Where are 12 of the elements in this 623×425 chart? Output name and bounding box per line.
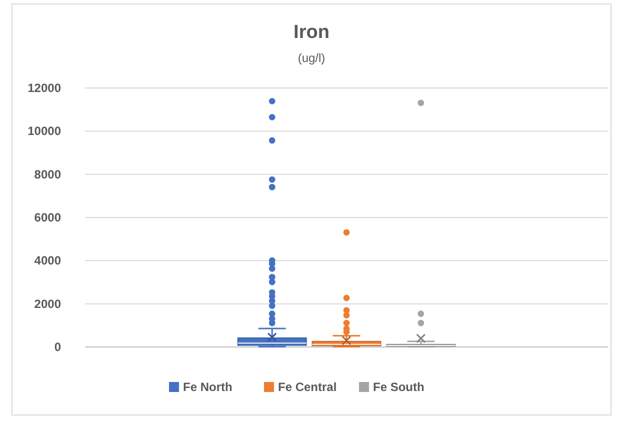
y-tick-label: 4000	[34, 254, 62, 268]
y-tick-label: 8000	[34, 167, 62, 182]
y-tick-label: 2000	[34, 296, 62, 311]
legend-label: Fe Central	[278, 380, 337, 394]
chart-title: Iron	[294, 22, 330, 43]
chart-subtitle: (ug/l)	[298, 51, 326, 65]
legend-label: Fe North	[183, 380, 232, 394]
y-tick-label: 6000	[34, 210, 62, 224]
legend-label: Fe South	[373, 380, 424, 394]
y-tick-label: 10000	[28, 124, 62, 138]
y-tick-label: 12000	[28, 81, 62, 95]
y-tick-label: 0	[54, 340, 62, 354]
